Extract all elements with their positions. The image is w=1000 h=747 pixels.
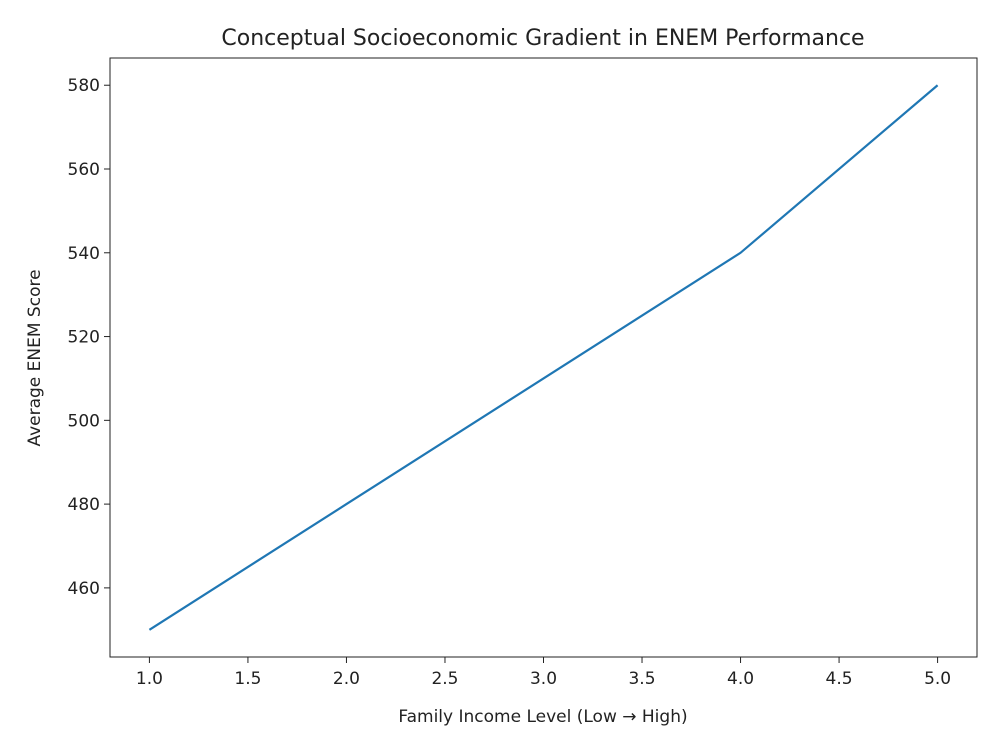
- x-axis-label: Family Income Level (Low → High): [398, 707, 687, 727]
- x-tick-label: 5.0: [924, 669, 951, 689]
- x-tick-label: 3.0: [530, 669, 557, 689]
- x-tick-label: 2.0: [333, 669, 360, 689]
- plot-frame: [109, 57, 978, 658]
- line-series: [148, 84, 939, 631]
- y-tick-label: 560: [68, 160, 100, 180]
- x-tick-label: 3.5: [628, 669, 655, 689]
- y-tick-label: 580: [68, 76, 100, 96]
- chart-title: Conceptual Socioeconomic Gradient in ENE…: [221, 26, 864, 51]
- x-tick-label: 4.0: [727, 669, 754, 689]
- y-tick-label: 480: [68, 495, 100, 515]
- x-tick-label: 1.0: [136, 669, 163, 689]
- x-tick-label: 2.5: [431, 669, 458, 689]
- y-tick-label: 460: [68, 579, 100, 599]
- x-tick-label: 4.5: [826, 669, 853, 689]
- y-tick-label: 540: [68, 244, 100, 264]
- y-axis-label: Average ENEM Score: [25, 269, 45, 446]
- y-tick-label: 520: [68, 328, 100, 348]
- y-tick-label: 500: [68, 411, 100, 431]
- x-tick-label: 1.5: [234, 669, 261, 689]
